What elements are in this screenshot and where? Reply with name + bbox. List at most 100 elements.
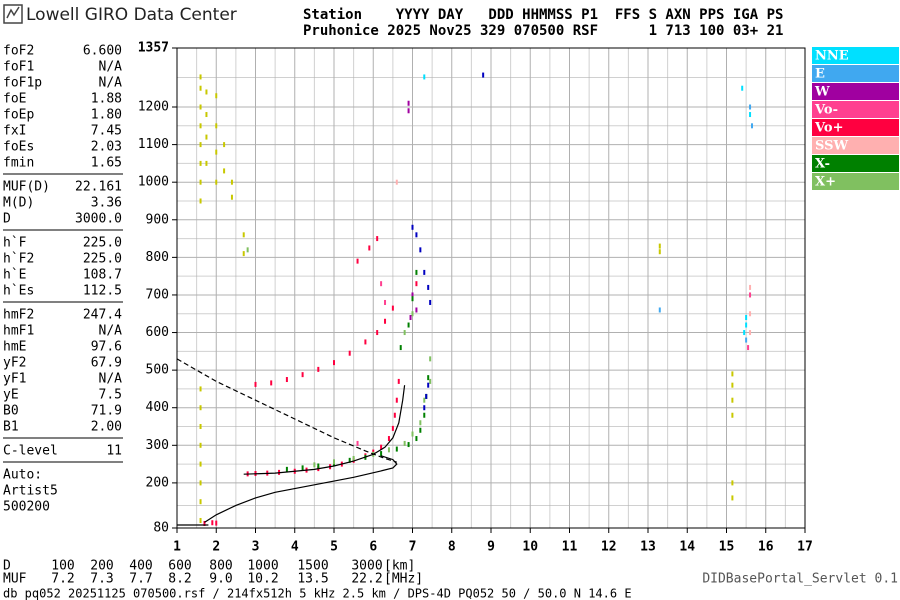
param-name: B0 <box>3 404 19 419</box>
echo-point <box>333 360 335 366</box>
echo-point <box>285 377 288 383</box>
x-tick-label: 12 <box>601 540 617 555</box>
echo-point <box>199 517 202 523</box>
echo-point <box>393 412 396 418</box>
echo-point <box>317 463 320 469</box>
y-tick-label: 800 <box>146 250 169 265</box>
param-value: N/A <box>99 372 123 387</box>
d-value: 3000 <box>351 559 382 574</box>
x-tick-label: 3 <box>252 540 260 555</box>
x-tick-label: 4 <box>291 540 299 555</box>
param-name: hmF1 <box>3 324 34 339</box>
muf-value: 9.0 <box>209 572 232 587</box>
legend-swatch <box>812 137 899 154</box>
auto-label: 500200 <box>3 500 50 515</box>
echo-point <box>313 462 316 468</box>
param-value: 225.0 <box>83 236 122 251</box>
echo-point <box>199 123 202 129</box>
param-value: 97.6 <box>91 340 122 355</box>
param-value: 11 <box>106 444 122 459</box>
d-value: 1000 <box>247 559 278 574</box>
echo-point <box>745 337 748 343</box>
echo-point <box>411 296 414 302</box>
echo-point <box>387 447 390 453</box>
x-tick-label: 15 <box>719 540 735 555</box>
param-value: 2.00 <box>91 420 122 435</box>
echo-point <box>348 350 351 356</box>
x-tick-label: 1 <box>173 540 181 555</box>
x-tick-label: 5 <box>330 540 338 555</box>
echo-point <box>658 249 661 255</box>
echo-point <box>199 142 202 148</box>
x-tick-label: 14 <box>679 540 695 555</box>
param-value: 6.600 <box>83 44 122 59</box>
echo-point <box>333 459 335 465</box>
echo-point <box>407 108 410 114</box>
echo-point <box>230 179 233 185</box>
x-tick-label: 13 <box>640 540 656 555</box>
echo-point <box>301 372 304 378</box>
footer: db pq052 20251125 070500.rsf / 214fx512h… <box>3 587 632 600</box>
y-tick-label: 80 <box>153 521 169 536</box>
echo-point <box>242 232 245 238</box>
x-tick-label: 7 <box>409 540 417 555</box>
echo-point <box>419 427 422 433</box>
echo-point <box>215 520 218 526</box>
echo-point <box>356 440 359 446</box>
echo-point <box>731 397 734 403</box>
echo-point <box>242 251 245 257</box>
x-tick-label: 8 <box>448 540 456 555</box>
y-tick-label: 1357 <box>138 41 169 56</box>
echo-point <box>391 305 394 311</box>
muf-value: 10.2 <box>247 572 278 587</box>
x-tick-label: 16 <box>758 540 774 555</box>
echo-point <box>403 440 406 446</box>
echo-point <box>731 495 734 501</box>
legend-swatch <box>812 47 899 64</box>
d-value: 200 <box>90 559 113 574</box>
echo-point <box>749 330 752 336</box>
muf-value: 7.7 <box>129 572 152 587</box>
y-tick-label: 300 <box>146 438 169 453</box>
param-value: 7.5 <box>99 388 122 403</box>
echo-point <box>199 160 202 166</box>
echo-point <box>395 446 398 452</box>
echo-point <box>411 311 414 317</box>
echo-point <box>285 466 288 472</box>
echo-point <box>199 104 202 110</box>
echo-point <box>658 307 661 313</box>
echo-point <box>419 420 422 426</box>
legend-label: E <box>815 67 825 82</box>
param-name: D <box>3 212 11 227</box>
param-value: 3000.0 <box>75 212 122 227</box>
echo-point <box>743 330 746 336</box>
echo-point <box>203 520 206 526</box>
legend-label: Vo- <box>814 103 838 118</box>
echo-point <box>423 269 426 275</box>
echo-point <box>199 85 202 91</box>
legend-label: W <box>814 85 830 100</box>
echo-point <box>429 299 432 305</box>
y-tick-label: 1100 <box>138 137 169 152</box>
x-tick-label: 17 <box>797 540 813 555</box>
echo-point <box>399 345 402 351</box>
param-value: 67.9 <box>91 356 122 371</box>
x-tick-label: 2 <box>212 540 220 555</box>
muf-value: 8.2 <box>168 572 191 587</box>
echo-point <box>731 382 734 388</box>
param-name: foF2 <box>3 44 34 59</box>
header-line: Station YYYY DAY DDD HHMMSS P1 FFS S AXN… <box>303 7 783 23</box>
auto-label: Artist5 <box>3 484 58 499</box>
echo-point <box>745 322 748 328</box>
param-value: 1.65 <box>91 156 122 171</box>
echo-point <box>205 89 208 95</box>
param-value: 3.36 <box>91 196 122 211</box>
echo-point <box>387 436 390 442</box>
echo-point <box>423 397 426 403</box>
echo-point <box>415 232 418 238</box>
legend-swatch <box>812 119 899 136</box>
legend-swatch <box>812 65 899 82</box>
echo-point <box>409 315 412 321</box>
echo-point <box>425 393 428 399</box>
